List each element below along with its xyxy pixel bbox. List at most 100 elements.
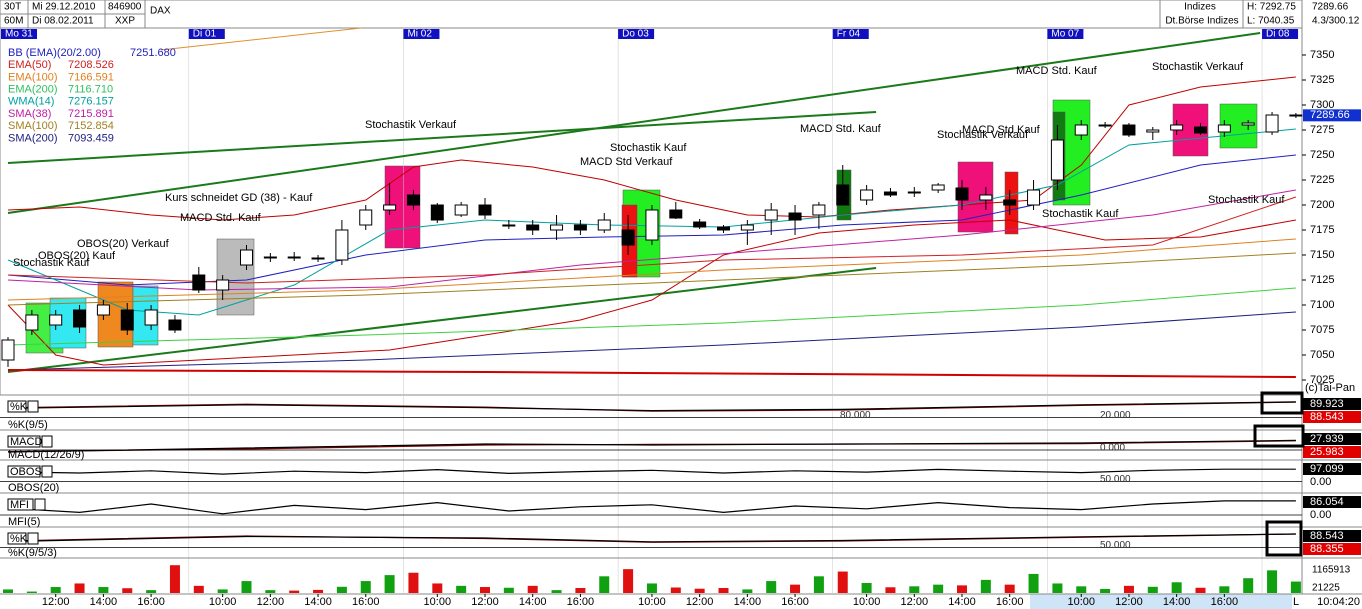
x-tick-label: 10:00 — [638, 596, 666, 608]
readout-box — [1303, 543, 1361, 555]
candle-body — [836, 184, 850, 206]
day-label-bg — [188, 29, 225, 39]
volume-bar — [551, 590, 562, 593]
candle-body — [1098, 124, 1112, 127]
annotation: Stochastik Kauf — [610, 142, 687, 154]
y-tick-label: 7150 — [1310, 249, 1334, 261]
panel-line — [7, 468, 1296, 475]
high: H: 7292.75 — [1247, 2, 1296, 13]
panel-level: 0.000 — [1100, 443, 1125, 454]
volume-bar — [98, 587, 109, 593]
day-label: Mi 02 — [407, 29, 432, 40]
volume-bar — [575, 587, 586, 593]
candle-body — [240, 249, 253, 266]
legend-value: 7093.459 — [68, 132, 114, 144]
y-tick-label: 7325 — [1310, 74, 1334, 86]
day-label: Mo 07 — [1051, 29, 1079, 40]
volume-bar — [766, 581, 777, 593]
annotation: Kurs schneidet GD (38) - Kauf — [165, 192, 313, 204]
candle-body — [788, 212, 802, 221]
volume-bar — [146, 590, 157, 593]
volume-bar — [74, 583, 85, 593]
panel-level: 50.000 — [1100, 474, 1131, 485]
candle-body — [860, 189, 874, 201]
x-tick-label: 16:00 — [567, 596, 595, 608]
panel-button[interactable] — [41, 465, 53, 478]
candle-body — [1003, 199, 1017, 206]
volume-bar — [289, 590, 300, 593]
x-tick-label: 14:00 — [734, 596, 762, 608]
panel-button[interactable] — [27, 532, 39, 545]
legend-value: 7215.891 — [68, 108, 114, 120]
volume-bar — [813, 576, 824, 593]
indicator-line — [7, 238, 1296, 301]
legend-label: EMA(50) — [8, 59, 51, 71]
legend-value: 7251.680 — [130, 47, 176, 59]
candle-body — [669, 209, 683, 219]
panel-label: OBOS — [10, 466, 42, 478]
candle-body — [478, 204, 492, 216]
candle-body — [311, 257, 325, 260]
legend-value: 7166.591 — [68, 71, 114, 83]
volume-tick-label: 21225 — [1312, 583, 1340, 594]
x-tick-label: 12:00 — [42, 596, 70, 608]
volume-bar — [360, 581, 371, 593]
candle-body — [359, 209, 373, 226]
group: Indizes — [1184, 2, 1216, 13]
candle-body — [73, 309, 87, 328]
volume-bar — [480, 587, 490, 593]
volume-bar — [1076, 586, 1087, 593]
volume-bar — [1052, 583, 1063, 593]
readout-box — [1303, 463, 1361, 475]
annotation: Stochastik Kauf — [1042, 208, 1119, 220]
candle-body — [526, 224, 540, 231]
readout: 97.099 — [1310, 463, 1344, 475]
candle-body — [597, 219, 611, 231]
volume-bar — [456, 585, 467, 593]
panel-button[interactable] — [41, 435, 53, 448]
readout-box — [1303, 509, 1361, 521]
volume-bar — [50, 587, 61, 593]
annotation: MACD Std Kauf — [962, 124, 1041, 136]
instrument: DAX — [150, 6, 171, 17]
y-tick-label: 7300 — [1310, 99, 1334, 111]
y-tick-label: 7250 — [1310, 149, 1334, 161]
x-tick-label: 16:00 — [1211, 596, 1239, 608]
annotation: Stochastik Verkauf — [937, 129, 1029, 141]
panel-button[interactable] — [34, 498, 46, 511]
candle-body — [144, 309, 158, 326]
legend-value: 7116.710 — [68, 84, 113, 96]
panel-line — [7, 500, 1296, 515]
candle-body — [1289, 114, 1303, 117]
legend-label: SMA(200) — [8, 132, 58, 144]
candle-body — [192, 274, 206, 291]
readout: 88.543 — [1310, 411, 1344, 423]
panel-sublabel: OBOS(20) — [8, 482, 59, 494]
panel-label: MFI — [10, 499, 29, 511]
x-tick-label: 14:00 — [90, 596, 118, 608]
panel-level: 20.000 — [1100, 410, 1131, 421]
candle-body — [1194, 126, 1207, 134]
y-tick-label: 7025 — [1310, 374, 1334, 386]
candle-body — [955, 187, 969, 201]
panel-level: 50.000 — [1100, 540, 1131, 551]
volume-bar — [933, 584, 944, 593]
volume-bar — [26, 591, 37, 593]
x-tick-label: 10:00 — [1067, 596, 1095, 608]
day-label: Do 03 — [622, 29, 649, 40]
volume-bar — [718, 587, 729, 593]
indicator-line — [7, 189, 1296, 291]
readout: 89.923 — [1310, 398, 1344, 410]
indicator-line — [7, 32, 1261, 214]
annotation: Stochastik Verkauf — [1152, 61, 1244, 73]
panel-button[interactable] — [27, 400, 39, 413]
x-tick-label: 14:00 — [519, 596, 547, 608]
volume-bar — [670, 587, 681, 593]
legend-value: 7276.157 — [68, 96, 114, 108]
y-tick-label: 7200 — [1310, 199, 1334, 211]
volume-bar — [408, 572, 419, 593]
candle-body — [25, 314, 39, 331]
candle-body — [335, 229, 349, 261]
x-tick-label: 16:00 — [137, 596, 165, 608]
y-tick-label: 7100 — [1310, 299, 1334, 311]
